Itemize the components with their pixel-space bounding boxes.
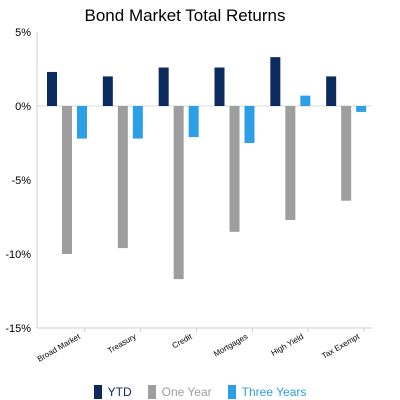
chart-title: Bond Market Total Returns — [84, 6, 286, 25]
bar-three-years — [132, 106, 143, 139]
y-tick-label: -10% — [5, 249, 31, 261]
legend-label-one-year: One Year — [161, 385, 212, 399]
legend-item-three-years: Three Years — [227, 385, 307, 399]
x-tick-label: Treasury — [106, 332, 138, 355]
bar-one-year — [341, 106, 352, 201]
y-tick-label: -15% — [5, 323, 31, 335]
legend-label-three-years: Three Years — [241, 385, 307, 399]
legend: YTD One Year Three Years — [0, 385, 400, 399]
bar-one-year — [285, 106, 296, 220]
bar-one-year — [173, 106, 184, 280]
y-tick-label: 5% — [15, 27, 31, 39]
legend-item-ytd: YTD — [93, 385, 132, 399]
bar-three-years — [244, 106, 255, 143]
bar-three-years — [188, 106, 199, 138]
x-tick-label: Broad Market — [36, 332, 83, 364]
bar-one-year — [229, 106, 240, 232]
x-tick-label: Tax Exempt — [320, 332, 361, 361]
y-tick-label: -5% — [11, 175, 31, 187]
bar-three-years — [300, 95, 311, 106]
legend-label-ytd: YTD — [107, 385, 132, 399]
legend-swatch-three-years — [227, 385, 236, 399]
x-tick-label: High Yield — [269, 332, 305, 358]
bar-ytd — [326, 76, 337, 106]
bar-one-year — [117, 106, 128, 249]
bar-ytd — [47, 71, 57, 106]
x-tick-label: Mortgages — [212, 332, 249, 359]
legend-swatch-one-year — [147, 385, 156, 399]
legend-swatch-ytd — [93, 385, 102, 399]
x-tick-label: Credit — [171, 332, 195, 351]
bar-three-years — [77, 106, 87, 139]
bar-one-year — [62, 106, 72, 254]
bar-ytd — [214, 67, 225, 106]
bar-three-years — [356, 106, 367, 112]
bar-ytd — [158, 67, 169, 106]
y-tick-label: 0% — [15, 101, 31, 113]
bar-ytd — [270, 57, 281, 106]
bar-ytd — [102, 76, 113, 106]
legend-item-one-year: One Year — [147, 385, 212, 399]
